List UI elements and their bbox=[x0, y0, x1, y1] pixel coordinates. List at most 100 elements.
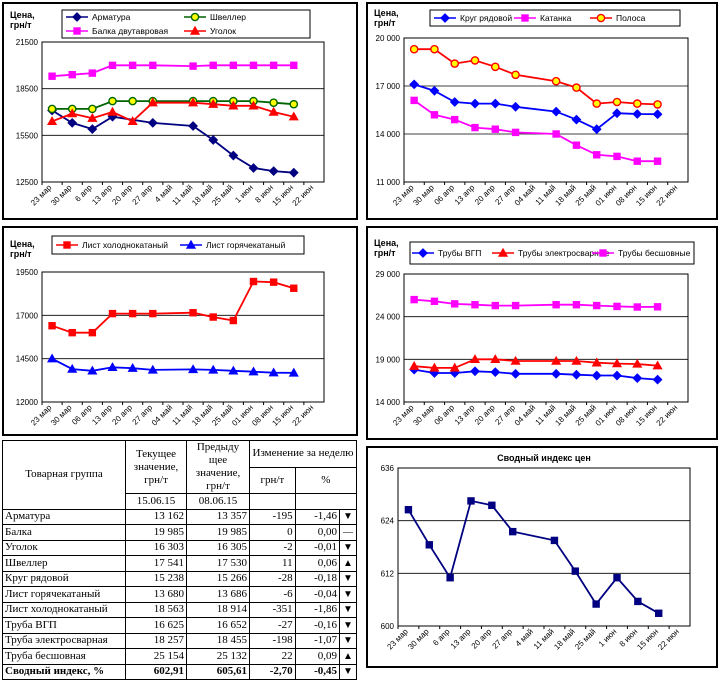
data-point bbox=[188, 364, 199, 374]
y-tick-label: 24 000 bbox=[376, 313, 401, 322]
data-point bbox=[429, 85, 440, 96]
data-point bbox=[67, 117, 78, 128]
legend-label: Уголок bbox=[210, 26, 236, 36]
data-point bbox=[268, 166, 279, 177]
x-tick-label: 18 май bbox=[190, 403, 214, 427]
legend-label: Трубы бесшовные bbox=[618, 248, 691, 258]
legend-label: Трубы ВГП bbox=[438, 248, 481, 258]
x-tick-label: 08 июн bbox=[614, 403, 639, 428]
legend-label: Катанка bbox=[540, 13, 572, 23]
data-point bbox=[550, 536, 559, 545]
legend-marker bbox=[63, 241, 71, 249]
data-point bbox=[107, 106, 118, 116]
data-point bbox=[87, 124, 98, 135]
legend-item: Лист холоднокатаный bbox=[56, 240, 168, 250]
data-point bbox=[48, 322, 56, 330]
legend-box bbox=[61, 9, 311, 39]
data-point bbox=[128, 61, 137, 70]
table-row: Труба бесшовная 25 154 25 132 22 0,09 ▲ bbox=[2, 648, 357, 665]
table-row: Круг рядовой 15 238 15 266 -28 -0,18 ▼ bbox=[2, 570, 357, 587]
data-point bbox=[425, 541, 433, 549]
header-group: Товарная группа bbox=[2, 440, 126, 510]
data-point bbox=[632, 358, 643, 368]
legend-marker bbox=[72, 12, 82, 22]
data-point bbox=[208, 99, 219, 108]
change-arrow-icon: ▼ bbox=[339, 539, 357, 556]
data-point bbox=[632, 99, 642, 108]
data-point bbox=[592, 600, 600, 608]
data-point bbox=[469, 354, 481, 364]
change-arrow-icon: ▼ bbox=[339, 586, 357, 603]
plot-area bbox=[41, 41, 325, 183]
data-point bbox=[571, 567, 579, 575]
data-point bbox=[209, 61, 217, 70]
x-tick-label: 20 апр bbox=[470, 627, 494, 651]
cell-prev: 17 530 bbox=[186, 555, 250, 572]
chart-title: Сводный индекс цен bbox=[497, 453, 591, 463]
x-tick-label: 27 апр bbox=[491, 627, 515, 651]
data-point bbox=[87, 113, 98, 122]
y-tick-label: 600 bbox=[381, 622, 395, 631]
cell-abs: -27 bbox=[249, 617, 296, 634]
cell-prev: 18 455 bbox=[186, 632, 250, 649]
legend-marker bbox=[418, 248, 428, 258]
data-point bbox=[572, 83, 581, 92]
cell-prev: 25 132 bbox=[186, 648, 250, 665]
data-point bbox=[490, 354, 501, 364]
cell-current: 17 541 bbox=[125, 555, 187, 572]
cell-abs: -195 bbox=[249, 508, 296, 525]
table-row-total: Сводный индекс, % 602,91 605,61 -2,70 -0,45 ▼ bbox=[2, 663, 357, 680]
data-point bbox=[471, 301, 479, 309]
cell-pct: -1,07 bbox=[294, 632, 341, 649]
cell-pct: -0,18 bbox=[294, 570, 341, 587]
plot-area bbox=[41, 271, 325, 403]
header-current: Текущее значение, грн/т bbox=[125, 440, 187, 494]
series-2 bbox=[47, 96, 299, 114]
table-header-row-2: грн/т % bbox=[3, 466, 358, 494]
data-point bbox=[248, 366, 259, 376]
data-point bbox=[228, 100, 239, 110]
legend-box bbox=[429, 9, 681, 27]
header-current-date: 15.06.15 bbox=[125, 493, 187, 510]
legend-item: Швеллер bbox=[184, 12, 246, 22]
y-axis-label-line: грн/т bbox=[374, 248, 396, 258]
data-point bbox=[269, 278, 278, 286]
x-tick-label: 01 июн bbox=[594, 403, 619, 428]
data-point bbox=[633, 157, 641, 165]
legend-label: Лист горячекатаный bbox=[206, 240, 286, 250]
data-point bbox=[47, 104, 57, 114]
data-point bbox=[288, 367, 299, 377]
data-point bbox=[470, 98, 480, 109]
legend-item: Балка двутавровая bbox=[66, 26, 168, 36]
data-point bbox=[404, 505, 413, 514]
cell-abs: -198 bbox=[249, 632, 296, 649]
data-point bbox=[470, 56, 480, 65]
data-point bbox=[410, 96, 418, 105]
data-point bbox=[591, 124, 602, 135]
x-tick-label: 01 июн bbox=[230, 403, 255, 428]
y-tick-label: 19 000 bbox=[376, 355, 401, 364]
table-body: Товарная группа Текущее значение, грн/т … bbox=[2, 440, 358, 680]
data-point bbox=[572, 301, 581, 309]
data-point bbox=[229, 61, 238, 70]
cell-prev: 18 914 bbox=[186, 601, 250, 618]
table-header-row-3: 15.06.15 08.06.15 bbox=[3, 493, 358, 510]
cell-prev: 19 985 bbox=[186, 524, 250, 541]
cell-current: 602,91 bbox=[125, 663, 187, 680]
series-1 bbox=[48, 277, 298, 337]
price-change-table: Товарная группа Текущее значение, грн/т … bbox=[2, 440, 358, 680]
legend-item: Полоса bbox=[590, 13, 646, 23]
data-point bbox=[551, 368, 562, 379]
chart-panel-1: Цена, грн/т 12500 15500 18500 21500 23 мар 30 м… bbox=[2, 2, 358, 220]
legend-label: Лист холоднокатаный bbox=[82, 240, 168, 250]
data-point bbox=[128, 96, 137, 106]
data-point bbox=[653, 157, 662, 165]
data-point bbox=[488, 501, 496, 510]
legend-marker bbox=[596, 13, 606, 23]
data-point bbox=[68, 70, 76, 79]
data-point bbox=[108, 61, 117, 70]
data-point bbox=[612, 370, 622, 381]
